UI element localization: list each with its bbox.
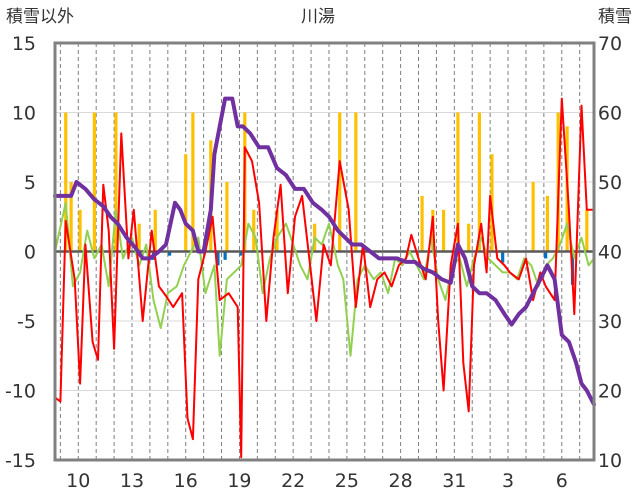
x-tick-label: 10 <box>66 470 90 492</box>
snowfall-bar <box>184 154 188 252</box>
precip-bar <box>501 251 505 263</box>
y-right-tick-label: 50 <box>598 172 622 194</box>
x-ticks: 10 13 16 19 22 25 28 31 3 6 <box>66 470 568 492</box>
x-tick-label: 13 <box>120 470 144 492</box>
snowfall-bar <box>338 112 342 252</box>
precip-bar <box>168 251 172 256</box>
chart-title: 川湯 <box>301 7 335 27</box>
grid <box>55 43 594 460</box>
snowfall-bar <box>114 112 118 252</box>
snowfall-bar <box>252 209 256 252</box>
snowfall-bar <box>92 112 96 252</box>
snowfall-bar <box>477 112 481 252</box>
y-right-tick-label: 60 <box>598 103 622 125</box>
snowfall-bar <box>490 154 494 252</box>
snowfall-bar <box>456 112 460 252</box>
snowfall-bar <box>420 195 424 252</box>
y-left-tick-label: -15 <box>5 450 36 472</box>
snowfall-bar <box>441 209 446 252</box>
y-left-tick-label: -5 <box>17 311 36 333</box>
snowfall-bar <box>153 209 157 252</box>
y-right-ticks: 70 60 50 40 30 20 10 <box>598 33 622 472</box>
snowfall-bar <box>64 112 68 252</box>
snowfall-bar <box>585 209 589 252</box>
plot-frame <box>53 41 596 462</box>
precip-bar <box>544 251 548 259</box>
y-left-tick-label: 5 <box>24 172 36 194</box>
x-tick-label: 16 <box>174 470 198 492</box>
snowfall-bar <box>78 209 82 252</box>
snowfall-bar <box>275 209 279 252</box>
snowfall-bar <box>69 182 73 252</box>
x-tick-label: 31 <box>442 470 466 492</box>
x-tick-label: 28 <box>389 470 413 492</box>
precip-bar <box>239 251 243 256</box>
snowfall-bar <box>545 195 550 252</box>
y-left-tick-label: 0 <box>24 242 36 264</box>
snowfall-bar <box>191 112 195 252</box>
y-right-tick-label: 10 <box>598 450 622 472</box>
line-layer <box>53 96 596 459</box>
y-left-ticks: 15 10 5 0 -5 -10 -15 <box>5 33 36 472</box>
y-left-tick-label: 10 <box>12 103 36 125</box>
snowfall-bar <box>467 223 471 252</box>
precip-bar <box>223 251 227 260</box>
y-left-tick-label: -10 <box>5 381 36 403</box>
x-tick-label: 25 <box>335 470 359 492</box>
snowfall-bar <box>354 112 358 252</box>
snow_depth-line <box>53 96 596 407</box>
y-left-axis-label: 積雪以外 <box>6 7 74 27</box>
precip-bar <box>216 251 220 266</box>
x-tick-label: 19 <box>227 470 251 492</box>
snowfall-bar <box>225 182 229 252</box>
y-right-tick-label: 30 <box>598 311 622 333</box>
y-right-tick-label: 20 <box>598 381 622 403</box>
y-right-tick-label: 70 <box>598 33 622 55</box>
snowfall-bar <box>531 182 535 252</box>
y-left-tick-label: 15 <box>12 33 36 55</box>
x-tick-label: 22 <box>281 470 305 492</box>
y-right-axis-label: 積雪 <box>598 7 632 27</box>
x-tick-label: 3 <box>502 470 514 492</box>
y-right-tick-label: 40 <box>598 242 622 264</box>
snowfall-bar <box>137 223 141 252</box>
x-tick-label: 6 <box>556 470 568 492</box>
